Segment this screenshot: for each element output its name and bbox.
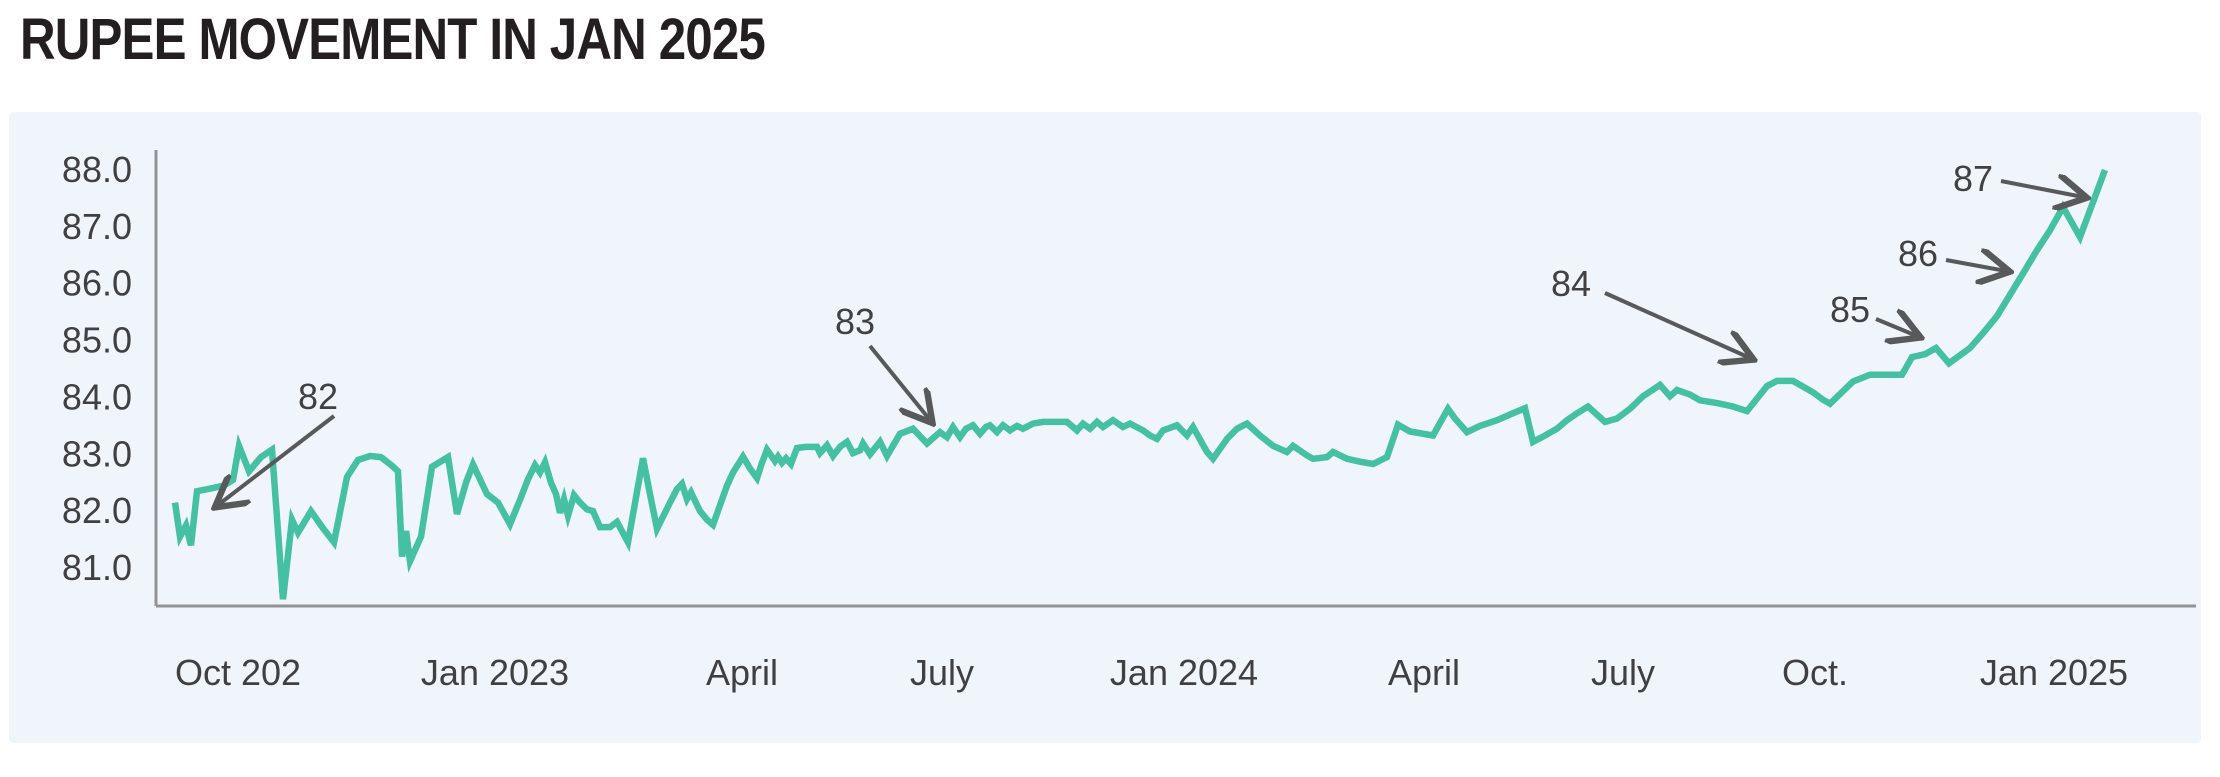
x-tick-jan-2024: Jan 2024 [1110, 652, 1258, 693]
rupee-rate-line [171, 168, 2109, 600]
y-tick-87.0: 87.0 [62, 206, 132, 247]
y-axis-tick-labels: 88.0 87.0 86.0 85.0 84.0 83.0 82.0 81.0 [62, 149, 132, 588]
annotation-86: 86 [1898, 233, 2006, 274]
annotation-label-82: 82 [298, 376, 338, 417]
page-title: RUPEE MOVEMENT IN JAN 2025 [20, 7, 766, 72]
annotation-arrow-82 [218, 414, 336, 505]
annotation-label-83: 83 [835, 301, 875, 342]
annotation-arrow-84 [1604, 291, 1750, 358]
value-annotations: 82 83 84 85 86 87 [218, 158, 2083, 505]
x-axis-tick-labels: Oct 202 Jan 2023 April July Jan 2024 April Jul… [175, 652, 2128, 693]
y-tick-86.0: 86.0 [62, 263, 132, 304]
x-tick-jan-2025: Jan 2025 [1980, 652, 2128, 693]
annotation-arrow-86 [1945, 260, 2006, 271]
annotation-84: 84 [1551, 263, 1750, 358]
x-tick-oct.: Oct. [1782, 652, 1848, 693]
annotation-arrow-83 [868, 344, 930, 420]
x-tick-april: April [1388, 652, 1460, 693]
x-tick-july: July [1591, 652, 1655, 693]
annotation-arrow-85 [1875, 319, 1917, 336]
annotation-87: 87 [1953, 158, 2083, 199]
annotation-82: 82 [218, 376, 338, 505]
y-tick-85.0: 85.0 [62, 320, 132, 361]
annotation-label-85: 85 [1830, 289, 1870, 330]
x-tick-jan-2023: Jan 2023 [421, 652, 569, 693]
y-tick-81.0: 81.0 [62, 547, 132, 588]
y-tick-82.0: 82.0 [62, 490, 132, 531]
x-tick-july: July [910, 652, 974, 693]
annotation-label-84: 84 [1551, 263, 1591, 304]
y-tick-88.0: 88.0 [62, 149, 132, 190]
x-tick-april: April [706, 652, 778, 693]
annotation-85: 85 [1830, 289, 1917, 336]
annotation-label-87: 87 [1953, 158, 1993, 199]
y-tick-84.0: 84.0 [62, 376, 132, 417]
annotation-arrow-87 [2000, 181, 2083, 197]
annotation-83: 83 [835, 301, 930, 420]
x-tick-oct-202: Oct 202 [175, 652, 301, 693]
y-tick-83.0: 83.0 [62, 433, 132, 474]
annotation-label-86: 86 [1898, 233, 1938, 274]
